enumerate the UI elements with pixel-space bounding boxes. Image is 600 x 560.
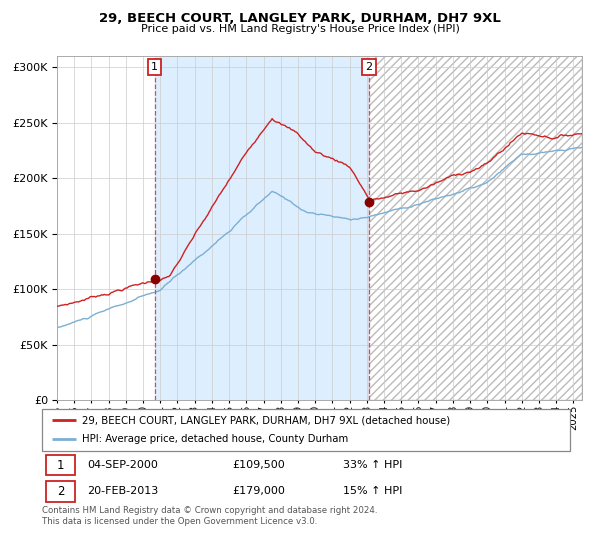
Text: 1: 1: [151, 62, 158, 72]
Text: 2: 2: [365, 62, 373, 72]
Bar: [155, 56, 369, 400]
Text: HPI: Average price, detached house, County Durham: HPI: Average price, detached house, Coun…: [82, 435, 348, 445]
Text: Price paid vs. HM Land Registry's House Price Index (HPI): Price paid vs. HM Land Registry's House …: [140, 24, 460, 34]
Text: 29, BEECH COURT, LANGLEY PARK, DURHAM, DH7 9XL: 29, BEECH COURT, LANGLEY PARK, DURHAM, D…: [99, 12, 501, 25]
Bar: [46, 481, 75, 502]
Text: 15% ↑ HPI: 15% ↑ HPI: [343, 487, 403, 496]
Text: 20-FEB-2013: 20-FEB-2013: [87, 487, 158, 496]
Text: Contains HM Land Registry data © Crown copyright and database right 2024.
This d: Contains HM Land Registry data © Crown c…: [42, 506, 377, 526]
Text: £109,500: £109,500: [232, 460, 285, 470]
Text: 04-SEP-2000: 04-SEP-2000: [87, 460, 158, 470]
Text: 2: 2: [57, 485, 64, 498]
Bar: [369, 56, 582, 400]
Text: 33% ↑ HPI: 33% ↑ HPI: [343, 460, 403, 470]
Text: £179,000: £179,000: [232, 487, 285, 496]
Text: 29, BEECH COURT, LANGLEY PARK, DURHAM, DH7 9XL (detached house): 29, BEECH COURT, LANGLEY PARK, DURHAM, D…: [82, 415, 450, 425]
Text: 1: 1: [57, 459, 64, 472]
Bar: [46, 455, 75, 475]
